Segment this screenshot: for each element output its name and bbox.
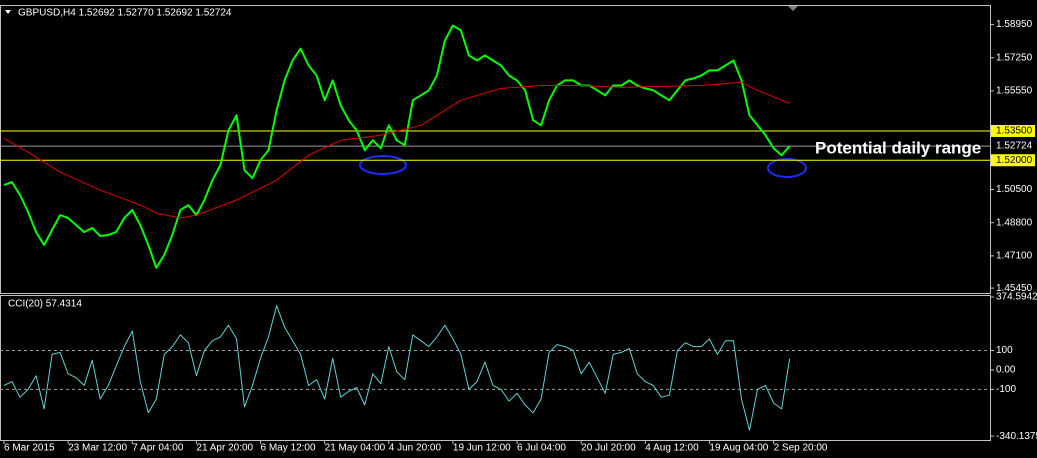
series-line <box>3 305 791 431</box>
y-tick-label: -100 <box>996 384 1016 395</box>
y-tick-label: 1.47100 <box>996 251 1033 262</box>
x-tick-label: 21 May 04:00 <box>325 443 386 454</box>
series-line <box>3 24 791 269</box>
y-tick-label: 1.58950 <box>996 19 1033 30</box>
x-tick-label: 19 Aug 04:00 <box>709 443 768 454</box>
price-label-box <box>991 154 1035 167</box>
pane-title: GBPUSD,H4 1.52692 1.52770 1.52692 1.5272… <box>18 8 232 19</box>
annotation: Potential daily range <box>815 138 981 157</box>
y-tick-label: 0.00 <box>996 365 1016 376</box>
y-tick-label: 1.45450 <box>996 283 1033 294</box>
y-tick-label: 1.50500 <box>996 184 1033 195</box>
cci-pane <box>0 295 991 441</box>
x-tick-label: 23 Mar 12:00 <box>68 443 127 454</box>
x-tick-label: 19 Jun 12:00 <box>453 443 511 454</box>
price-pane <box>0 5 991 294</box>
y-tick-label: 1.55550 <box>996 86 1033 97</box>
x-tick-label: 6 Mar 2015 <box>4 443 55 454</box>
x-tick-label: 6 Jul 04:00 <box>517 443 566 454</box>
x-tick-label: 4 Jun 20:00 <box>389 443 442 454</box>
y-tick-label: 1.48800 <box>996 217 1033 228</box>
y-tick-label: 100 <box>996 345 1013 356</box>
shift-marker <box>788 6 798 11</box>
price-label: 1.52000 <box>996 155 1033 166</box>
y-tick-label: -340.1375 <box>996 431 1037 442</box>
price-label: 1.52724 <box>996 141 1033 152</box>
price-label: 1.53500 <box>996 126 1033 137</box>
x-tick-label: 21 Apr 20:00 <box>196 443 253 454</box>
price-label-box <box>991 124 1035 137</box>
x-tick-label: 6 May 12:00 <box>261 443 316 454</box>
highlight-ellipse <box>767 158 807 178</box>
x-tick-label: 2 Sep 20:00 <box>774 443 828 454</box>
series-line <box>3 81 790 219</box>
menu-arrow <box>5 10 11 14</box>
y-tick-label: 1.57250 <box>996 52 1033 63</box>
x-tick-label: 20 Jul 20:00 <box>581 443 636 454</box>
y-tick-label: 374.5942 <box>996 292 1037 303</box>
pane-title: CCI(20) 57.4314 <box>8 299 82 310</box>
x-tick-label: 7 Apr 04:00 <box>132 443 184 454</box>
highlight-ellipse <box>359 155 407 175</box>
x-tick-label: 4 Aug 12:00 <box>645 443 699 454</box>
